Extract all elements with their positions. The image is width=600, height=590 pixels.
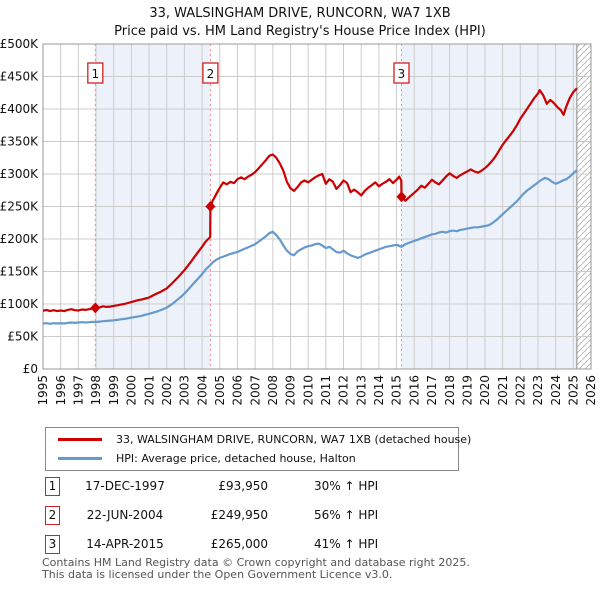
svg-text:2: 2 [207,67,215,81]
sale-marker [90,302,101,314]
y-tick-label: £0 [23,362,38,376]
transaction-hpi-delta: 41% ↑ HPI [314,537,379,551]
x-tick-label: 2018 [443,375,457,406]
y-tick-label: £250K [0,200,39,214]
x-tick-label: 2025 [567,375,581,406]
transaction-row: 3 14-APR-2015 £265,000 41% ↑ HPI [45,534,565,554]
x-tick-label: 2002 [160,375,174,406]
sale-number-box [202,62,219,84]
chart-legend: 33, WALSINGHAM DRIVE, RUNCORN, WA7 1XB (… [45,427,471,471]
transaction-price: £265,000 [210,537,268,551]
legend-item-property: 33, WALSINGHAM DRIVE, RUNCORN, WA7 1XB (… [46,432,471,448]
x-tick-label: 2009 [284,375,298,406]
transaction-number-badge: 1 [45,476,60,496]
sale-marker [205,201,216,213]
legend-swatch [58,457,102,460]
sale-marker [396,191,407,203]
license-line-1: Contains HM Land Registry data © Crown c… [42,556,470,569]
x-tick-label: 2021 [496,375,510,406]
x-tick-label: 1999 [107,375,121,406]
x-tick-label: 1998 [89,375,103,406]
sale-number-box [87,62,104,84]
hpi-line [42,169,578,325]
transaction-row: 1 17-DEC-1997 £93,950 30% ↑ HPI [45,476,565,496]
y-tick-label: £300K [0,167,39,181]
x-tick-label: 2023 [531,375,545,406]
x-tick-label: 2014 [372,375,386,406]
y-tick-label: £450K [0,70,39,84]
svg-text:3: 3 [398,67,406,81]
x-tick-label: 2015 [390,375,404,406]
legend-label-hpi: HPI: Average price, detached house, Halt… [116,452,356,465]
x-tick-label: 2024 [549,375,563,406]
transaction-hpi-delta: 56% ↑ HPI [314,508,379,522]
x-tick-label: 2000 [125,375,139,406]
x-tick-label: 2003 [178,375,192,406]
x-tick-label: 2017 [425,375,439,406]
price-history-chart: 1 2 3 £0 £50K £100K £150K £200K £250K £300K £350K £… [0,37,598,406]
title-block: 33, WALSINGHAM DRIVE, RUNCORN, WA7 1XB P… [0,5,600,41]
x-tick-label: 2005 [213,375,227,406]
license-line-2: This data is licensed under the Open Gov… [42,568,393,581]
x-tick-label: 2008 [266,375,280,406]
x-tick-label: 2022 [513,375,527,406]
x-tick-label: 2011 [319,375,333,406]
x-tick-label: 1995 [36,375,50,406]
x-tick-label: 2020 [478,375,492,406]
transaction-price: £93,950 [218,479,268,493]
property-price-line [42,87,578,313]
y-tick-label: £100K [0,297,39,311]
x-tick-label: 2001 [142,375,156,406]
legend-swatch [58,438,102,441]
page-subtitle: Price paid vs. HM Land Registry's House … [114,24,486,39]
legend-item-hpi: HPI: Average price, detached house, Halt… [46,451,458,467]
y-tick-label: £500K [0,37,39,51]
transaction-price: £249,950 [210,508,268,522]
svg-text:1: 1 [92,67,100,81]
y-tick-label: £400K [0,102,39,116]
x-tick-label: 2026 [584,375,598,406]
x-tick-label: 2019 [460,375,474,406]
x-tick-label: 1997 [72,375,86,406]
transaction-row: 2 22-JUN-2004 £249,950 56% ↑ HPI [45,505,565,525]
transaction-hpi-delta: 30% ↑ HPI [314,479,379,493]
transaction-date: 22-JUN-2004 [86,508,164,522]
transaction-number-badge: 3 [45,534,60,554]
transaction-date: 14-APR-2015 [86,537,164,551]
transaction-number-badge: 2 [45,505,60,525]
y-tick-label: £200K [0,232,39,246]
page-title: 33, WALSINGHAM DRIVE, RUNCORN, WA7 1XB [149,6,451,21]
x-tick-label: 1996 [54,375,68,406]
transactions-table: 1 17-DEC-1997 £93,950 30% ↑ HPI 2 22-JUN… [45,476,565,563]
transaction-date: 17-DEC-1997 [85,479,165,493]
license-footer: Contains HM Land Registry data © Crown c… [42,557,582,581]
y-tick-label: £50K [7,330,39,344]
x-tick-label: 2007 [248,375,262,406]
x-tick-label: 2010 [301,375,315,406]
x-tick-label: 2004 [195,375,209,406]
x-tick-label: 2013 [354,375,368,406]
legend-label-property: 33, WALSINGHAM DRIVE, RUNCORN, WA7 1XB (… [116,433,472,446]
y-tick-label: £150K [0,265,39,279]
sale-number-box [393,62,410,84]
y-tick-label: £350K [0,135,39,149]
x-tick-label: 2012 [337,375,351,406]
x-tick-label: 2006 [231,375,245,406]
x-tick-label: 2016 [407,375,421,406]
